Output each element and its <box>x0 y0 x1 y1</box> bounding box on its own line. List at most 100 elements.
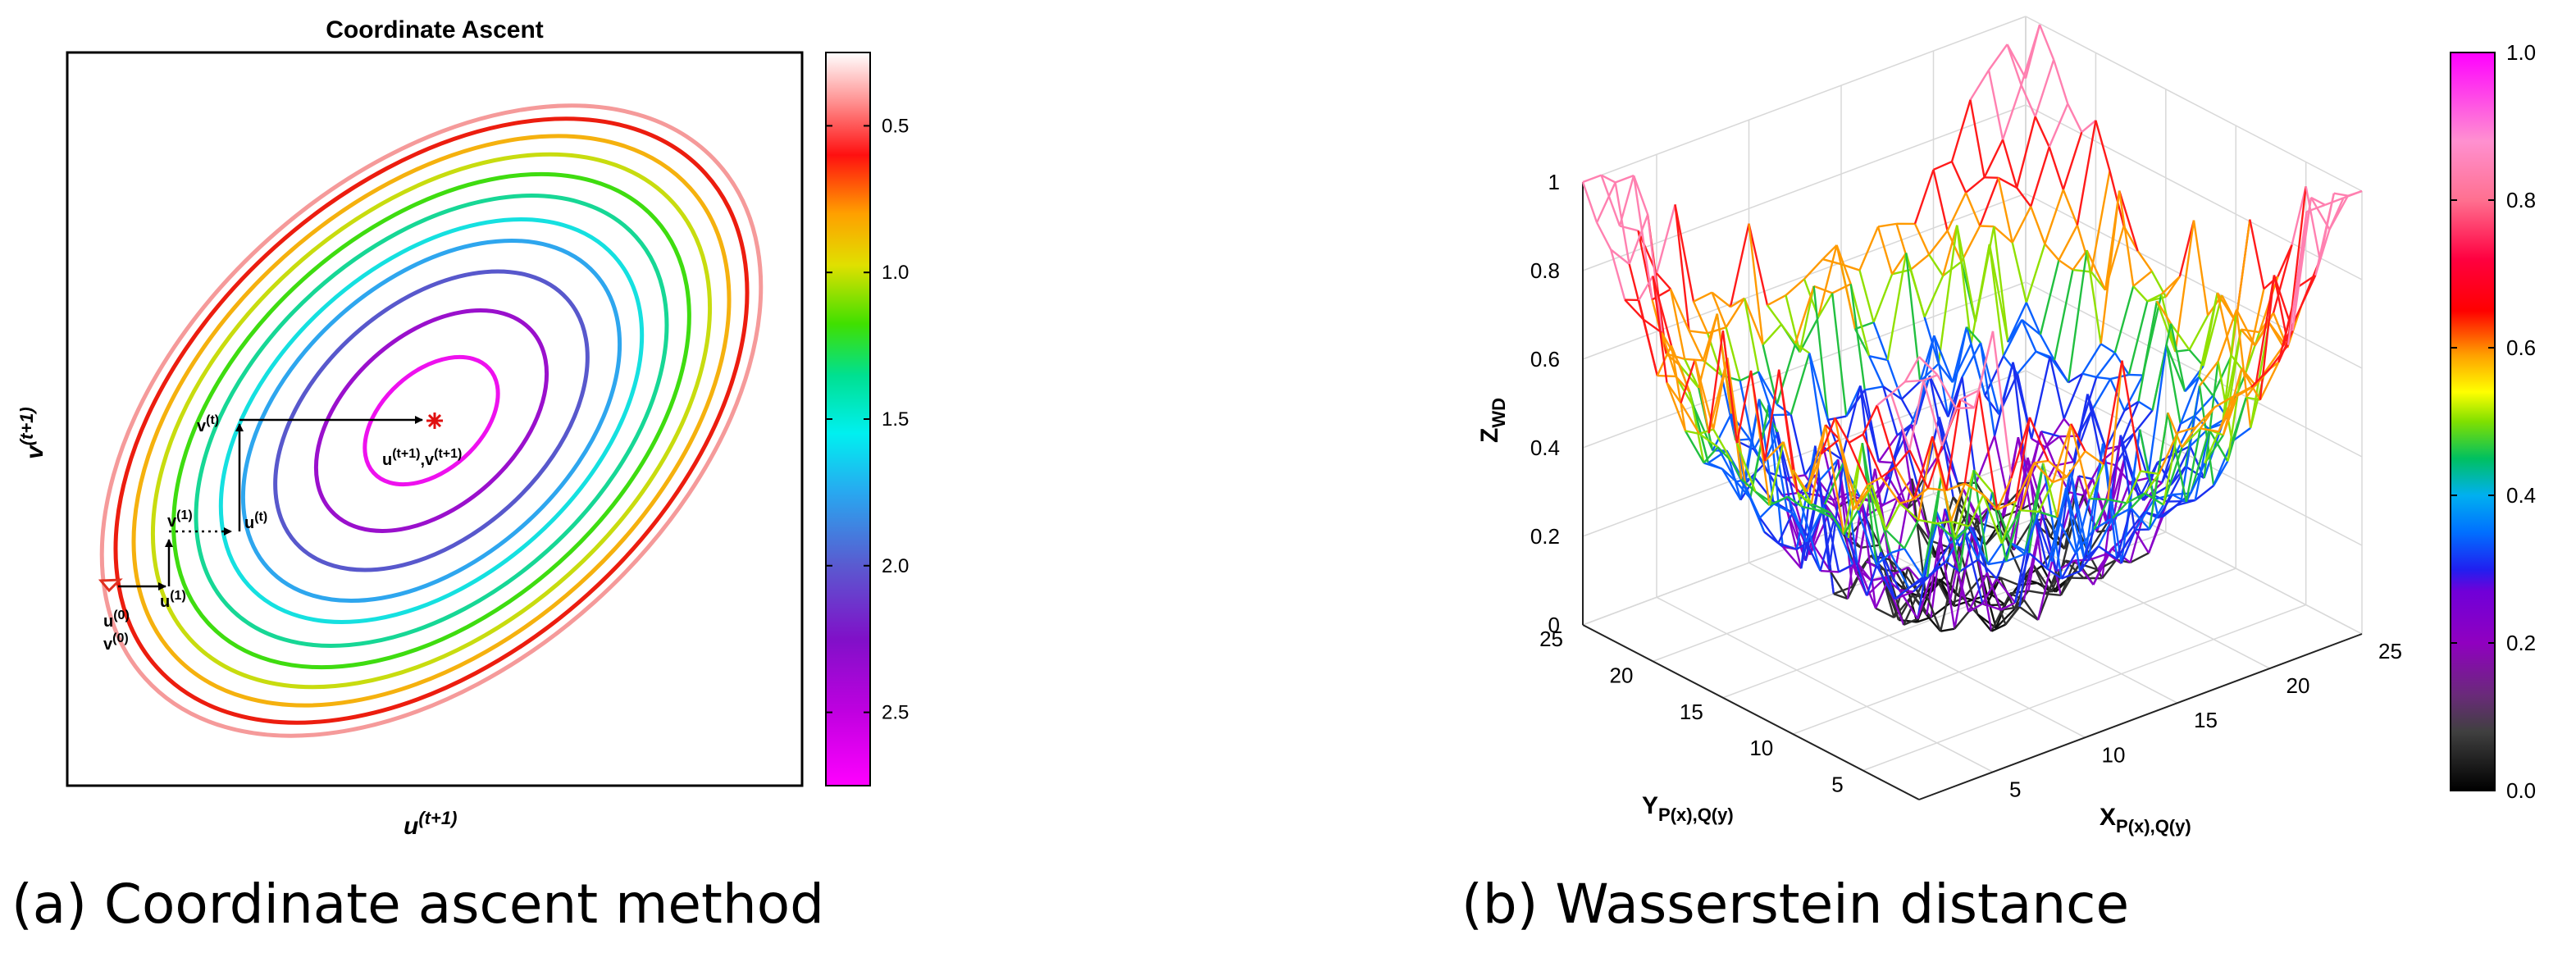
mesh-edge <box>2036 60 2054 116</box>
y-tick-label: 10 <box>1749 736 1773 760</box>
x-tick-label: 25 <box>2378 639 2402 663</box>
colorbar-a-tick-label: 1.5 <box>882 408 909 431</box>
mesh-edge <box>1886 504 1900 530</box>
mesh-edge <box>1795 286 1814 344</box>
label-v1: v(1) <box>167 508 193 531</box>
mesh-edge <box>2027 244 2045 302</box>
mesh-edge <box>2194 221 2208 316</box>
z-tick-label: 0.6 <box>1530 347 1560 372</box>
mesh-edge <box>2054 270 2073 360</box>
z-tick-label: 0.4 <box>1530 435 1560 460</box>
chart-a-title: Coordinate Ascent <box>326 16 544 43</box>
mesh-edge <box>1989 70 2003 139</box>
mesh-edge <box>1648 215 1662 333</box>
mesh-edge <box>2199 293 2218 377</box>
mesh-edge <box>1616 176 1635 182</box>
contour-lines <box>0 0 881 859</box>
mesh-edge <box>2139 301 2158 401</box>
mesh-edge <box>1874 322 1888 360</box>
y-axis-label-a: v(t+1) <box>16 407 48 459</box>
y-tick-label: 20 <box>1609 663 1633 687</box>
caption-a: (a) Coordinate ascent method <box>11 873 824 936</box>
mesh-edge <box>2091 171 2110 271</box>
mesh-edge <box>2036 116 2049 147</box>
colorbar-b <box>2451 52 2495 791</box>
mesh-edge <box>1939 226 1958 364</box>
mesh-edge <box>1730 224 1749 307</box>
mesh-edge <box>1616 182 1630 264</box>
mesh-edge <box>1906 253 1920 381</box>
mesh-edge <box>1855 322 1874 329</box>
colorbar-b-tick-label: 0.2 <box>2506 631 2536 655</box>
mesh-edge <box>2122 361 2141 472</box>
mesh-edge <box>1597 222 1611 249</box>
mesh-edge <box>1583 176 1602 182</box>
mesh-edge <box>1828 417 1847 420</box>
mesh-edge <box>2096 377 2110 379</box>
mesh-edge <box>1657 273 1671 289</box>
mesh-edge <box>1869 356 1883 386</box>
mesh-edge <box>1915 224 1929 254</box>
mesh-edge <box>1988 544 2002 564</box>
mesh-edge <box>1877 405 1896 467</box>
mesh-edge <box>1699 429 1713 434</box>
mesh-edge <box>1902 381 1921 399</box>
mesh-edge <box>2017 188 2031 207</box>
y-axis-label-b: YP(x),Q(y) <box>1642 792 1734 825</box>
mesh-edge <box>1744 299 1758 372</box>
mesh-edge <box>2136 530 2150 531</box>
mesh-edge <box>1800 286 1814 353</box>
y-tick-label: 25 <box>1539 627 1563 651</box>
y-axis-line <box>1583 625 1919 800</box>
x-tick-label: 20 <box>2286 673 2310 698</box>
mesh-edge <box>1583 182 1597 222</box>
panel-a: Coordinate Ascent u(0) v(0) u(1) v(1) u(… <box>0 0 909 936</box>
mesh-edge <box>1985 139 2004 177</box>
mesh-edge <box>2063 132 2082 189</box>
mesh-edge <box>2138 251 2152 271</box>
mesh-edge <box>1851 284 1865 390</box>
label-final: u(t+1),v(t+1) <box>382 447 462 469</box>
mesh-edge <box>2255 276 2274 385</box>
mesh-edge <box>1874 274 1893 322</box>
mesh-edge <box>1689 331 1703 360</box>
mesh-edge <box>1763 325 1782 345</box>
mesh-edge <box>1929 254 1943 276</box>
mesh-edge <box>2082 344 2101 373</box>
mesh-edge <box>1952 162 1966 193</box>
mesh-edge <box>2045 244 2059 260</box>
mesh-edge <box>2034 461 2048 463</box>
mesh-edge <box>1878 226 1892 274</box>
mesh-edge <box>1980 226 1994 227</box>
mesh-edge <box>1958 483 1976 484</box>
mesh-edge <box>1915 170 1934 224</box>
colorbar-b-tick-label: 0.4 <box>2506 483 2536 508</box>
mesh-edge <box>2176 221 2195 352</box>
mesh-edge <box>1952 100 1971 162</box>
mesh-edge <box>1657 204 1676 273</box>
colorbar-a-tick-label: 2.0 <box>882 555 909 577</box>
mesh-edge <box>1760 504 1774 517</box>
mesh-edge <box>1905 357 1919 381</box>
x-axis-label-b: XP(x),Q(y) <box>2100 804 2191 837</box>
mesh-edge <box>2020 607 2039 620</box>
mesh-edge <box>1786 295 1800 352</box>
mesh-edge <box>2017 352 2036 374</box>
mesh-edge <box>1971 100 1985 178</box>
mesh-edge <box>1814 286 1833 294</box>
mesh-edge <box>2082 374 2096 377</box>
mesh-edge <box>2139 402 2153 411</box>
z-tick-label: 1 <box>1548 170 1560 194</box>
colorbar-a-tick-label: 0.5 <box>882 115 909 137</box>
colorbar-a-tick-label: 1.0 <box>882 262 909 284</box>
mesh-edge <box>1704 463 1723 468</box>
x-tick-label: 5 <box>2009 777 2021 801</box>
mesh-edge <box>2031 147 2049 207</box>
colorbar-a <box>826 52 870 786</box>
mesh-edge <box>2045 189 2063 244</box>
mesh-edge <box>1804 259 1823 279</box>
mesh-edge <box>2133 286 2147 301</box>
